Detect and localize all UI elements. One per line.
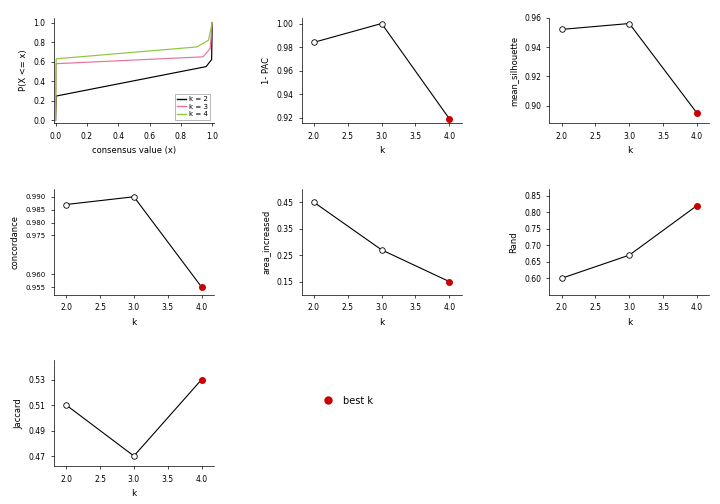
Legend: k = 2, k = 3, k = 4: k = 2, k = 3, k = 4 <box>175 94 210 120</box>
Y-axis label: P(X <= x): P(X <= x) <box>19 50 28 91</box>
Y-axis label: area_increased: area_increased <box>262 210 271 274</box>
Y-axis label: concordance: concordance <box>11 215 20 269</box>
Legend: best k: best k <box>315 392 377 409</box>
X-axis label: k: k <box>626 146 632 155</box>
X-axis label: consensus value (x): consensus value (x) <box>92 146 176 155</box>
Y-axis label: Rand: Rand <box>510 231 518 253</box>
X-axis label: k: k <box>131 318 137 327</box>
X-axis label: k: k <box>379 146 384 155</box>
Y-axis label: mean_silhouette: mean_silhouette <box>510 35 518 106</box>
X-axis label: k: k <box>379 318 384 327</box>
Y-axis label: Jaccard: Jaccard <box>14 398 23 429</box>
X-axis label: k: k <box>626 318 632 327</box>
Y-axis label: 1- PAC: 1- PAC <box>262 57 271 84</box>
X-axis label: k: k <box>131 489 137 498</box>
